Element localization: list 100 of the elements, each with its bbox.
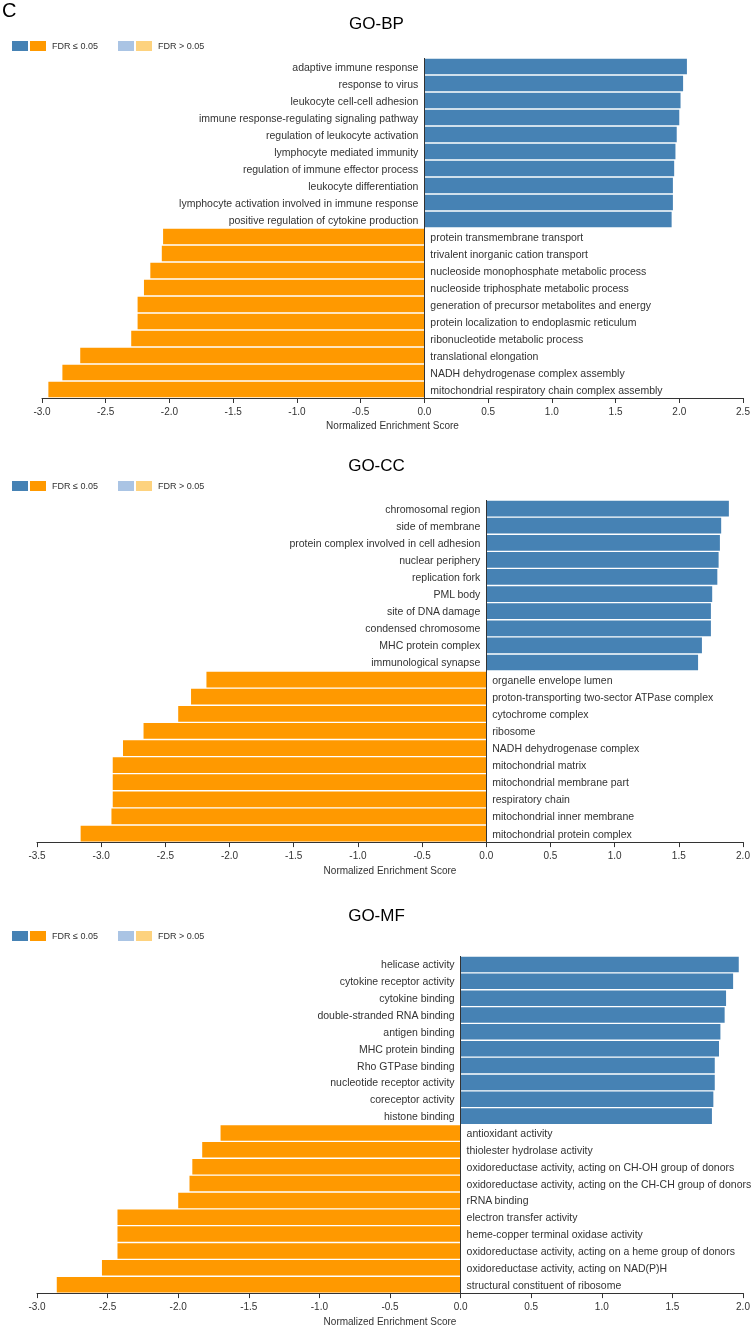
x-tick-label: -2.5	[98, 1300, 117, 1312]
x-tick-label: -0.5	[413, 849, 432, 861]
x-tick-label: 1.0	[544, 405, 560, 417]
x-tick-label: -3.0	[92, 849, 111, 861]
category-label: adaptive immune response	[292, 60, 419, 73]
x-tick-label: 2.0	[736, 849, 751, 861]
category-label: condensed chromosome	[365, 622, 481, 635]
x-tick-label: 2.5	[736, 405, 751, 417]
x-tick-label: 2.0	[672, 405, 687, 417]
x-tick-label: 1.0	[594, 1300, 610, 1312]
category-label: oxidoreductase activity, acting on the CH-CH group of donors	[466, 1177, 752, 1190]
x-tick-label: -3.0	[33, 405, 52, 417]
category-label: mitochondrial protein complex	[492, 827, 632, 840]
x-tick-label: -2.5	[97, 405, 115, 417]
chart-title: GO-MF	[348, 906, 405, 925]
category-label: double-stranded RNA binding	[317, 1008, 455, 1021]
legend-label: FDR > 0.05	[157, 481, 205, 491]
x-tick-label: -3.0	[28, 1300, 47, 1312]
category-label: oxidoreductase activity, acting on NAD(P)H	[466, 1261, 668, 1274]
category-label: mitochondrial inner membrane	[492, 810, 635, 823]
x-tick-label: -1.5	[240, 1300, 258, 1312]
x-tick-label: -3.5	[28, 849, 47, 861]
legend-label: FDR ≤ 0.05	[52, 41, 98, 51]
category-label: respiratory chain	[492, 793, 570, 806]
category-label: immune response-regulating signaling pathway	[198, 111, 419, 124]
category-label: mitochondrial membrane part	[492, 776, 629, 789]
x-tick-label: -0.5	[352, 405, 370, 417]
category-label: chromosomal region	[385, 502, 481, 515]
x-tick-label: 0.5	[481, 405, 496, 417]
x-axis-title: Normalized Enrichment Score	[326, 420, 460, 432]
x-tick-label: -1.5	[224, 405, 243, 417]
x-tick-label: 2.0	[736, 1300, 751, 1312]
legend-label: FDR > 0.05	[157, 931, 205, 941]
category-label: MHC protein binding	[358, 1042, 455, 1055]
category-label: PML body	[433, 588, 481, 601]
x-tick-label: -1.5	[285, 849, 303, 861]
x-tick-label: -2.5	[156, 849, 175, 861]
category-label: NADH dehydrogenase complex assembly	[430, 366, 625, 379]
x-tick-label: 0.0	[417, 405, 432, 417]
category-label: leukocyte cell-cell adhesion	[290, 94, 419, 107]
category-label: trivalent inorganic cation transport	[430, 247, 588, 260]
category-label: lymphocyte mediated immunity	[274, 145, 419, 158]
category-label: regulation of immune effector process	[242, 162, 419, 175]
category-label: proton-transporting two-sector ATPase complex	[492, 690, 714, 703]
category-label: coreceptor activity	[369, 1093, 455, 1106]
legend-label: FDR ≤ 0.05	[52, 931, 98, 941]
category-label: protein localization to endoplasmic reticulum	[430, 315, 637, 328]
x-axis-title: Normalized Enrichment Score	[323, 1315, 457, 1327]
text: C	[2, 0, 17, 21]
category-label: MHC protein complex	[379, 639, 481, 652]
category-label: protein transmembrane transport	[430, 230, 584, 243]
category-label: heme-copper terminal oxidase activity	[466, 1228, 643, 1241]
chart-title: GO-BP	[349, 14, 404, 33]
category-label: replication fork	[411, 570, 481, 583]
category-label: histone binding	[383, 1110, 455, 1123]
category-label: leukocyte differentiation	[308, 179, 419, 192]
category-label: cytokine binding	[379, 992, 455, 1005]
category-label: nucleoside monophosphate metabolic process	[430, 264, 647, 277]
legend-label: FDR > 0.05	[157, 41, 205, 51]
x-tick-label: 1.5	[608, 405, 623, 417]
category-label: oxidoreductase activity, acting on CH-OH group of donors	[466, 1160, 735, 1173]
x-tick-label: 1.5	[665, 1300, 680, 1312]
x-tick-label: 0.5	[543, 849, 558, 861]
category-label: positive regulation of cytokine production	[228, 213, 419, 226]
x-tick-label: 0.0	[453, 1300, 468, 1312]
x-tick-label: -1.0	[349, 849, 367, 861]
category-label: electron transfer activity	[466, 1211, 578, 1224]
category-label: ribonucleotide metabolic process	[430, 332, 584, 345]
category-label: antigen binding	[383, 1025, 455, 1038]
category-label: oxidoreductase activity, acting on a heme group of donors	[466, 1244, 735, 1257]
category-label: structural constituent of ribosome	[466, 1278, 622, 1291]
category-label: NADH dehydrogenase complex	[492, 742, 640, 755]
category-label: immunological synapse	[371, 656, 481, 669]
category-label: organelle envelope lumen	[492, 673, 613, 686]
category-label: rRNA binding	[466, 1194, 529, 1207]
category-label: antioxidant activity	[466, 1126, 553, 1139]
category-label: response to virus	[338, 77, 419, 90]
category-label: nucleoside triphosphate metabolic process	[430, 281, 629, 294]
category-label: mitochondrial respiratory chain complex assembly	[430, 383, 663, 396]
category-label: cytochrome complex	[492, 707, 589, 720]
category-label: nuclear periphery	[399, 553, 481, 566]
category-label: lymphocyte activation involved in immune response	[179, 196, 419, 209]
x-tick-label: 0.0	[479, 849, 494, 861]
category-label: side of membrane	[396, 519, 481, 532]
x-tick-label: -2.0	[160, 405, 179, 417]
category-label: translational elongation	[430, 349, 539, 362]
category-label: helicase activity	[381, 958, 455, 971]
x-axis-title: Normalized Enrichment Score	[323, 864, 457, 876]
x-tick-label: 1.5	[671, 849, 687, 861]
legend-label: FDR ≤ 0.05	[52, 481, 98, 491]
category-label: protein complex involved in cell adhesion	[289, 536, 481, 549]
category-label: ribosome	[492, 724, 536, 737]
chart-title: GO-CC	[348, 456, 405, 475]
x-tick-label: 1.0	[607, 849, 623, 861]
category-label: nucleotide receptor activity	[330, 1076, 455, 1089]
x-tick-label: 0.5	[524, 1300, 539, 1312]
category-label: generation of precursor metabolites and energy	[430, 298, 651, 311]
x-tick-label: -0.5	[381, 1300, 400, 1312]
x-tick-label: -1.0	[288, 405, 306, 417]
category-label: Rho GTPase binding	[357, 1059, 455, 1072]
